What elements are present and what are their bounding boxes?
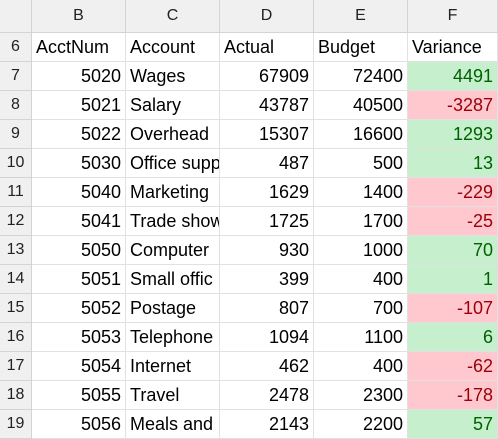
cell-budget[interactable]: 1100 (314, 323, 408, 352)
cell-account[interactable]: Telephone (126, 323, 220, 352)
cell-acctnum[interactable]: 5053 (32, 323, 126, 352)
column-header-e[interactable]: E (314, 0, 408, 33)
cell-actual[interactable]: 487 (220, 149, 314, 178)
cell-variance[interactable]: 1293 (408, 120, 498, 149)
cell-variance[interactable]: -62 (408, 352, 498, 381)
cell-acctnum[interactable]: 5041 (32, 207, 126, 236)
cell-actual[interactable]: 462 (220, 352, 314, 381)
cell-acctnum[interactable]: 5052 (32, 294, 126, 323)
cell-acctnum[interactable]: 5056 (32, 410, 126, 439)
row-header[interactable]: 10 (0, 149, 32, 178)
cell-variance[interactable]: 1 (408, 265, 498, 294)
cell-budget[interactable]: 1700 (314, 207, 408, 236)
row-header[interactable]: 7 (0, 62, 32, 91)
cell-actual[interactable]: 930 (220, 236, 314, 265)
cell-account[interactable]: Travel (126, 381, 220, 410)
column-header-c[interactable]: C (126, 0, 220, 33)
row-header[interactable]: 19 (0, 410, 32, 439)
cell-variance[interactable]: 13 (408, 149, 498, 178)
cell-budget[interactable]: 72400 (314, 62, 408, 91)
select-all-corner[interactable] (0, 0, 32, 33)
cell-budget[interactable]: 2300 (314, 381, 408, 410)
cell-budget[interactable]: 16600 (314, 120, 408, 149)
cell-variance[interactable]: -178 (408, 381, 498, 410)
row-header[interactable]: 13 (0, 236, 32, 265)
cell-budget[interactable]: 700 (314, 294, 408, 323)
cell-account[interactable]: Wages (126, 62, 220, 91)
cell-actual[interactable]: 2143 (220, 410, 314, 439)
cell-actual[interactable]: 1725 (220, 207, 314, 236)
cell-actual[interactable]: 15307 (220, 120, 314, 149)
cell-actual[interactable]: 807 (220, 294, 314, 323)
row-header[interactable]: 6 (0, 33, 32, 62)
cell-account[interactable]: Overhead (126, 120, 220, 149)
cell-acctnum[interactable]: 5054 (32, 352, 126, 381)
cell-account[interactable]: Computer (126, 236, 220, 265)
cell-variance[interactable]: 57 (408, 410, 498, 439)
cell-actual[interactable]: 1094 (220, 323, 314, 352)
row-header[interactable]: 18 (0, 381, 32, 410)
cell-actual[interactable]: 1629 (220, 178, 314, 207)
header-cell-account[interactable]: Account (126, 33, 220, 62)
header-cell-acctnum[interactable]: AcctNum (32, 33, 126, 62)
cell-budget[interactable]: 500 (314, 149, 408, 178)
cell-budget[interactable]: 400 (314, 265, 408, 294)
cell-variance[interactable]: -3287 (408, 91, 498, 120)
cell-account[interactable]: Marketing (126, 178, 220, 207)
cell-acctnum[interactable]: 5021 (32, 91, 126, 120)
cell-account[interactable]: Salary (126, 91, 220, 120)
cell-budget[interactable]: 1000 (314, 236, 408, 265)
cell-acctnum[interactable]: 5055 (32, 381, 126, 410)
cell-acctnum[interactable]: 5051 (32, 265, 126, 294)
row-header[interactable]: 14 (0, 265, 32, 294)
cell-account[interactable]: Office supp (126, 149, 220, 178)
row-header[interactable]: 9 (0, 120, 32, 149)
cell-acctnum[interactable]: 5040 (32, 178, 126, 207)
cell-actual[interactable]: 2478 (220, 381, 314, 410)
row-header[interactable]: 17 (0, 352, 32, 381)
cell-variance[interactable]: -229 (408, 178, 498, 207)
row-header[interactable]: 8 (0, 91, 32, 120)
cell-budget[interactable]: 2200 (314, 410, 408, 439)
row-header[interactable]: 11 (0, 178, 32, 207)
row-header[interactable]: 15 (0, 294, 32, 323)
cell-actual[interactable]: 43787 (220, 91, 314, 120)
cell-budget[interactable]: 1400 (314, 178, 408, 207)
cell-acctnum[interactable]: 5050 (32, 236, 126, 265)
cell-acctnum[interactable]: 5030 (32, 149, 126, 178)
cell-account[interactable]: Meals and (126, 410, 220, 439)
cell-account[interactable]: Trade show (126, 207, 220, 236)
cell-account[interactable]: Internet (126, 352, 220, 381)
cell-budget[interactable]: 40500 (314, 91, 408, 120)
cell-variance[interactable]: 6 (408, 323, 498, 352)
header-cell-budget[interactable]: Budget (314, 33, 408, 62)
column-header-f[interactable]: F (408, 0, 498, 33)
cell-budget[interactable]: 400 (314, 352, 408, 381)
cell-acctnum[interactable]: 5022 (32, 120, 126, 149)
cell-variance[interactable]: 4491 (408, 62, 498, 91)
cell-account[interactable]: Postage (126, 294, 220, 323)
cell-account[interactable]: Small offic (126, 265, 220, 294)
row-header[interactable]: 16 (0, 323, 32, 352)
header-cell-variance[interactable]: Variance (408, 33, 498, 62)
cell-acctnum[interactable]: 5020 (32, 62, 126, 91)
column-header-b[interactable]: B (32, 0, 126, 33)
row-header[interactable]: 12 (0, 207, 32, 236)
cell-variance[interactable]: 70 (408, 236, 498, 265)
cell-variance[interactable]: -25 (408, 207, 498, 236)
cell-actual[interactable]: 67909 (220, 62, 314, 91)
column-header-d[interactable]: D (220, 0, 314, 33)
cell-variance[interactable]: -107 (408, 294, 498, 323)
header-cell-actual[interactable]: Actual (220, 33, 314, 62)
cell-actual[interactable]: 399 (220, 265, 314, 294)
